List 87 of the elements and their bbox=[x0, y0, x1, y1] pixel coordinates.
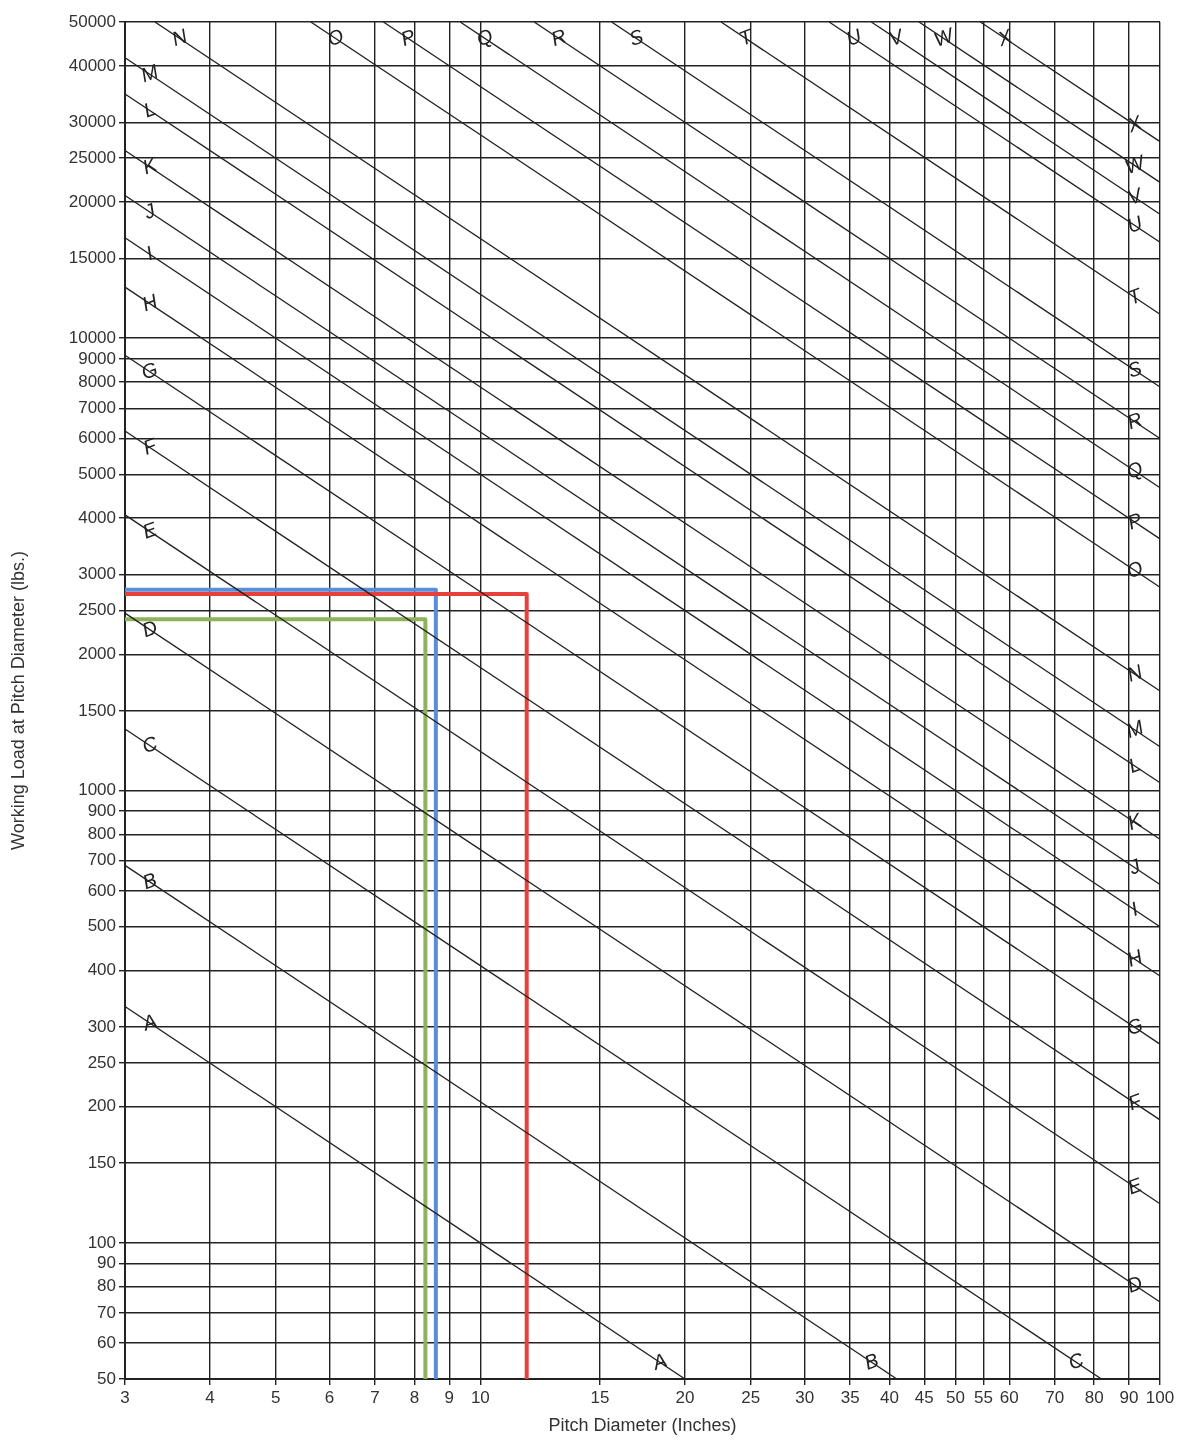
x-tick-label: 6 bbox=[324, 1387, 335, 1407]
y-tick-label: 10000 bbox=[68, 327, 116, 347]
text: F bbox=[1124, 1089, 1145, 1115]
y-tick-label: 250 bbox=[87, 1052, 116, 1072]
text: S bbox=[626, 24, 647, 50]
x-tick-label: 25 bbox=[741, 1387, 761, 1407]
text: N bbox=[1123, 660, 1146, 686]
text: T bbox=[735, 24, 757, 50]
x-tick-label: 45 bbox=[914, 1387, 934, 1407]
x-tick-label: 40 bbox=[880, 1387, 900, 1407]
y-tick-label: 400 bbox=[87, 960, 116, 980]
y-tick-label: 100 bbox=[87, 1232, 116, 1252]
x-tick-label: 50 bbox=[945, 1387, 965, 1407]
x-tick-label: 3 bbox=[120, 1387, 130, 1407]
y-tick-label: 30000 bbox=[68, 112, 116, 132]
y-tick-label: 7000 bbox=[78, 397, 116, 417]
text: P bbox=[397, 24, 419, 50]
text: X bbox=[993, 24, 1016, 51]
y-tick-label: 50000 bbox=[68, 11, 116, 31]
x-tick-label: 7 bbox=[370, 1387, 380, 1407]
y-tick-label: 70 bbox=[97, 1302, 116, 1322]
text: W bbox=[930, 22, 959, 51]
text: T bbox=[1124, 283, 1145, 309]
x-tick-label: 4 bbox=[205, 1387, 215, 1407]
y-tick-label: 600 bbox=[87, 880, 116, 900]
x-tick-label: 70 bbox=[1045, 1387, 1065, 1407]
text: H bbox=[1123, 944, 1146, 971]
y-tick-label: 9000 bbox=[78, 348, 116, 368]
x-tick-label: 30 bbox=[795, 1387, 815, 1407]
x-tick-label: 90 bbox=[1119, 1387, 1139, 1407]
x-tick-label: 20 bbox=[675, 1387, 695, 1407]
y-tick-label: 8000 bbox=[78, 371, 116, 391]
x-tick-label: 8 bbox=[409, 1387, 420, 1407]
y-tick-label: 500 bbox=[87, 916, 116, 936]
text: B bbox=[139, 868, 160, 894]
text: R bbox=[548, 24, 570, 51]
text: E bbox=[1124, 1172, 1146, 1199]
y-tick-label: 2000 bbox=[78, 644, 116, 664]
text: H bbox=[138, 289, 161, 316]
y-tick-label: 90 bbox=[97, 1253, 116, 1273]
x-tick-label: 5 bbox=[271, 1387, 281, 1407]
text: G bbox=[138, 357, 161, 384]
text: N bbox=[168, 24, 191, 51]
y-tick-label: 300 bbox=[87, 1016, 116, 1036]
y-tick-label: 800 bbox=[87, 824, 116, 844]
y-tick-label: 80 bbox=[97, 1276, 116, 1296]
text: B bbox=[861, 1348, 882, 1374]
text: C bbox=[1065, 1348, 1088, 1374]
y-tick-label: 900 bbox=[87, 800, 116, 820]
text: C bbox=[138, 731, 161, 758]
text: J bbox=[140, 198, 158, 223]
y-tick-label: 1000 bbox=[78, 780, 116, 800]
x-axis-title: Pitch Diameter (Inches) bbox=[548, 1415, 737, 1436]
y-tick-label: 200 bbox=[87, 1096, 116, 1116]
text: D bbox=[138, 615, 161, 642]
y-tick-label: 25000 bbox=[68, 147, 116, 167]
text: U bbox=[1123, 211, 1146, 238]
y-tick-label: 700 bbox=[87, 850, 116, 870]
text: S bbox=[1124, 356, 1145, 382]
text: R bbox=[1123, 407, 1146, 434]
y-tick-label: 20000 bbox=[68, 191, 116, 211]
y-tick-label: 2500 bbox=[78, 600, 116, 620]
x-tick-label: 55 bbox=[974, 1387, 993, 1407]
y-tick-label: 1500 bbox=[78, 700, 116, 720]
text: L bbox=[1125, 752, 1144, 778]
y-tick-label: 6000 bbox=[78, 428, 116, 448]
y-tick-label: 3000 bbox=[78, 564, 116, 584]
y-tick-label: 4000 bbox=[78, 507, 116, 527]
x-tick-label: 9 bbox=[444, 1387, 454, 1407]
text: A bbox=[648, 1348, 670, 1375]
y-tick-label: 150 bbox=[87, 1152, 116, 1172]
y-tick-label: 40000 bbox=[68, 55, 116, 75]
text: I bbox=[1128, 897, 1141, 920]
text: E bbox=[139, 517, 160, 543]
x-tick-label: 15 bbox=[590, 1387, 610, 1407]
x-tick-label: 80 bbox=[1084, 1387, 1104, 1407]
x-tick-label: 60 bbox=[999, 1387, 1019, 1407]
text: L bbox=[140, 96, 159, 122]
text: K bbox=[1124, 808, 1145, 834]
y-tick-label: 5000 bbox=[78, 464, 116, 484]
y-axis-title: Working Load at Pitch Diameter (lbs.) bbox=[7, 551, 28, 850]
y-tick-label: 60 bbox=[97, 1332, 116, 1352]
y-tick-label: 50 bbox=[97, 1368, 116, 1388]
y-tick-label: 15000 bbox=[68, 248, 116, 268]
x-tick-label: 100 bbox=[1145, 1387, 1175, 1407]
x-tick-label: 10 bbox=[470, 1387, 490, 1407]
x-tick-label: 35 bbox=[840, 1387, 860, 1407]
